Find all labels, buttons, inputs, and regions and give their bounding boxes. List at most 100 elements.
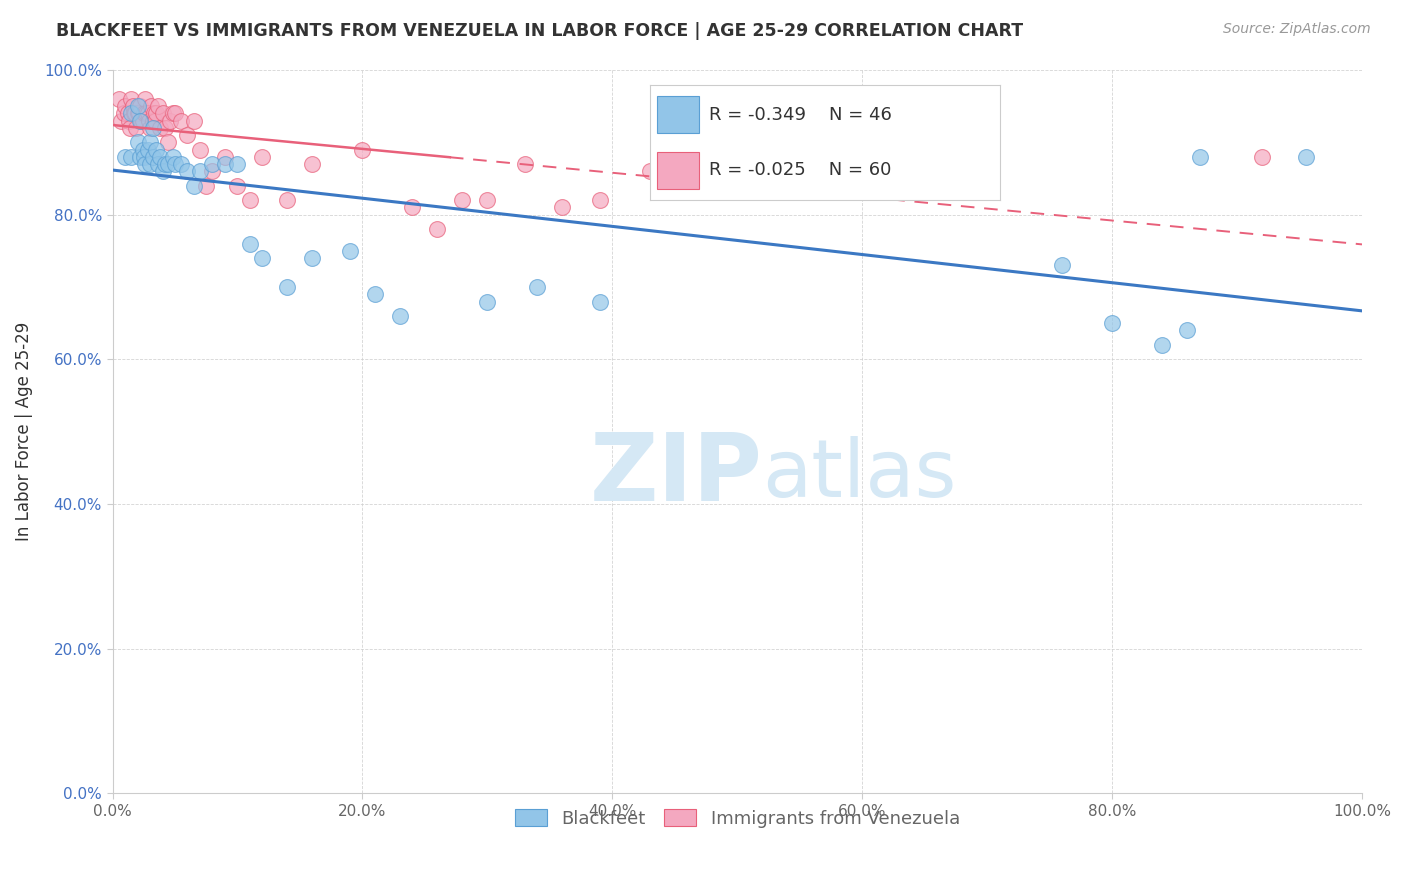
Point <box>152 164 174 178</box>
Point <box>176 164 198 178</box>
Point <box>638 164 661 178</box>
Point <box>128 106 150 120</box>
Point <box>252 251 274 265</box>
Point <box>145 143 167 157</box>
Point <box>702 150 724 164</box>
Point <box>1101 316 1123 330</box>
Point <box>122 106 145 120</box>
Point <box>1251 150 1274 164</box>
Point <box>110 113 132 128</box>
Point <box>276 193 298 207</box>
Point <box>136 106 159 120</box>
Point <box>352 143 374 157</box>
Point <box>163 157 186 171</box>
Point <box>146 99 169 113</box>
Point <box>114 150 136 164</box>
Point <box>149 120 172 135</box>
Point <box>183 113 205 128</box>
Text: atlas: atlas <box>762 436 956 514</box>
Point <box>125 120 148 135</box>
Point <box>589 294 612 309</box>
Point <box>513 157 536 171</box>
Point <box>134 92 156 106</box>
Point <box>142 106 165 120</box>
Point <box>214 157 236 171</box>
Point <box>589 193 612 207</box>
Point <box>143 113 166 128</box>
Point <box>388 309 411 323</box>
Point <box>149 150 172 164</box>
Point <box>120 150 142 164</box>
Point <box>131 113 153 128</box>
Point <box>136 143 159 157</box>
Point <box>131 143 153 157</box>
Point <box>226 178 249 193</box>
Point <box>176 128 198 143</box>
Point <box>201 157 224 171</box>
Point <box>162 150 184 164</box>
Point <box>1175 323 1198 337</box>
Point <box>526 280 548 294</box>
Text: ZIP: ZIP <box>589 429 762 521</box>
Point <box>156 157 179 171</box>
Point <box>252 150 274 164</box>
Point <box>120 92 142 106</box>
Point <box>138 113 160 128</box>
Point <box>146 157 169 171</box>
Point <box>127 106 149 120</box>
Point <box>170 157 193 171</box>
Point <box>477 294 499 309</box>
Point <box>214 150 236 164</box>
Point <box>1050 258 1073 272</box>
Point <box>170 113 193 128</box>
Point <box>239 236 262 251</box>
Point <box>364 287 387 301</box>
Point <box>162 106 184 120</box>
Point <box>132 150 155 164</box>
Point <box>129 113 152 128</box>
Point <box>276 280 298 294</box>
Point <box>112 106 135 120</box>
Point <box>120 106 142 120</box>
Point <box>129 150 152 164</box>
Point <box>183 178 205 193</box>
Point <box>114 99 136 113</box>
Point <box>1152 338 1174 352</box>
Point <box>121 99 143 113</box>
Point <box>117 106 139 120</box>
Point <box>156 136 179 150</box>
Point <box>127 99 149 113</box>
Point <box>301 251 323 265</box>
Point <box>139 136 162 150</box>
Point <box>153 120 176 135</box>
Text: Source: ZipAtlas.com: Source: ZipAtlas.com <box>1223 22 1371 37</box>
Point <box>776 150 799 164</box>
Point <box>426 222 449 236</box>
Point <box>141 150 163 164</box>
Point <box>301 157 323 171</box>
Point <box>139 120 162 135</box>
Point <box>118 113 141 128</box>
Point <box>129 99 152 113</box>
Point <box>135 106 157 120</box>
Y-axis label: In Labor Force | Age 25-29: In Labor Force | Age 25-29 <box>15 322 32 541</box>
Point <box>107 92 129 106</box>
Point <box>134 157 156 171</box>
Point <box>163 106 186 120</box>
Point <box>401 201 423 215</box>
Point <box>141 99 163 113</box>
Point <box>239 193 262 207</box>
Point <box>188 143 211 157</box>
Point <box>127 136 149 150</box>
Point <box>1188 150 1211 164</box>
Point <box>226 157 249 171</box>
Point <box>124 106 146 120</box>
Point <box>153 157 176 171</box>
Point <box>477 193 499 207</box>
Point <box>152 106 174 120</box>
Point <box>159 113 181 128</box>
Legend: Blackfeet, Immigrants from Venezuela: Blackfeet, Immigrants from Venezuela <box>508 802 967 835</box>
Point <box>141 113 163 128</box>
Point <box>201 164 224 178</box>
Point <box>139 157 162 171</box>
